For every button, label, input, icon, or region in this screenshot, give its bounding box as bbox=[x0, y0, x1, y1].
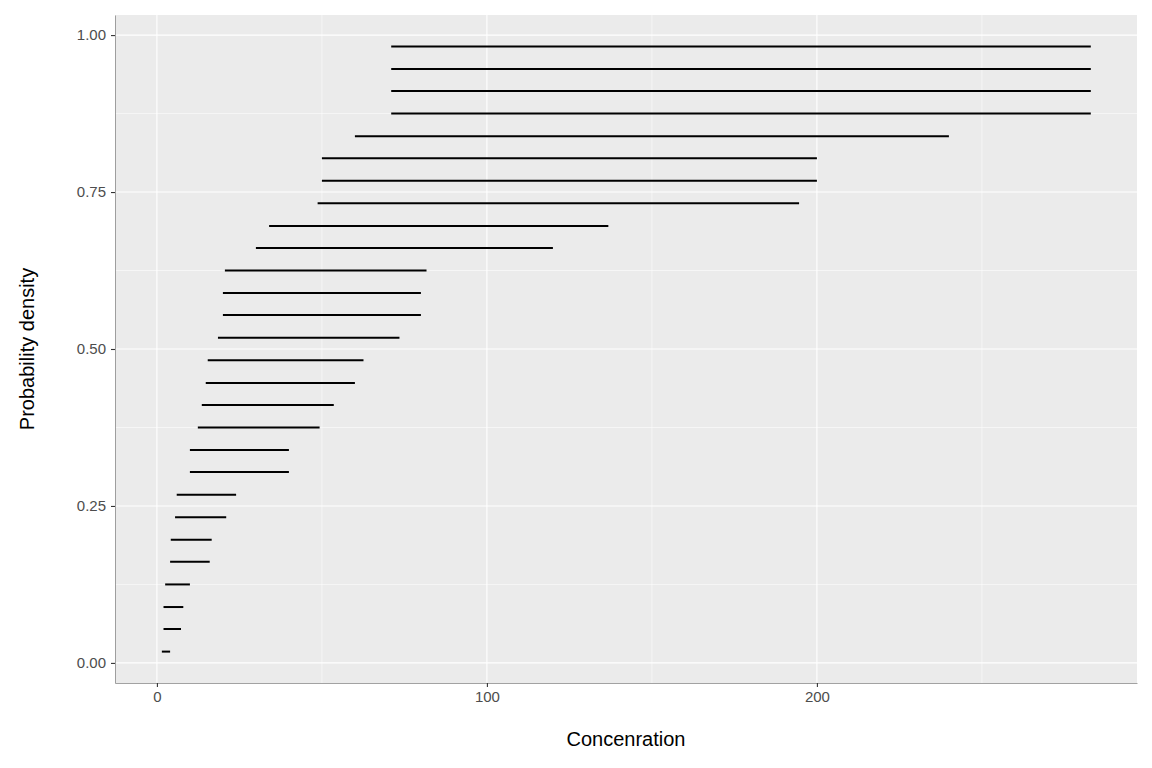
interval-segment bbox=[162, 651, 170, 653]
minor-grid-line bbox=[115, 427, 1137, 428]
interval-segment bbox=[223, 292, 421, 294]
tick-mark bbox=[157, 683, 158, 687]
tick: 0.00 bbox=[77, 654, 115, 671]
interval-segment bbox=[391, 113, 1091, 115]
chart: 0 100 200 0.00 0.25 0.50 0.75 1.00 Concenration P… bbox=[0, 0, 1152, 768]
interval-segment bbox=[202, 404, 334, 406]
tick-mark bbox=[817, 683, 818, 687]
tick-mark bbox=[111, 349, 115, 350]
marks bbox=[162, 46, 1091, 651]
minor-grid-line bbox=[115, 584, 1137, 585]
tick-label: 0.25 bbox=[77, 497, 106, 514]
interval-segment bbox=[391, 68, 1091, 70]
interval-segment bbox=[318, 202, 799, 204]
axis-line bbox=[115, 16, 116, 684]
tick-mark bbox=[111, 506, 115, 507]
interval-segment bbox=[171, 539, 212, 541]
tick: 1.00 bbox=[77, 26, 115, 43]
interval-segment bbox=[322, 180, 817, 182]
axis-line bbox=[116, 683, 1138, 684]
tick-mark bbox=[111, 192, 115, 193]
interval-segment bbox=[164, 606, 184, 608]
grid-line bbox=[115, 35, 1137, 36]
interval-segment bbox=[208, 359, 364, 361]
grid bbox=[115, 15, 1137, 683]
interval-segment bbox=[355, 135, 949, 137]
x-axis: 0 100 200 bbox=[116, 683, 1138, 705]
tick: 0.50 bbox=[77, 340, 115, 357]
y-axis: 0.00 0.25 0.50 0.75 1.00 bbox=[77, 16, 116, 684]
tick: 200 bbox=[805, 683, 830, 705]
tick: 0.75 bbox=[77, 183, 115, 200]
tick: 100 bbox=[475, 683, 500, 705]
interval-segment bbox=[165, 583, 190, 585]
x-axis-title: Concenration bbox=[567, 728, 686, 750]
tick-mark bbox=[487, 683, 488, 687]
tick-label: 0.75 bbox=[77, 183, 106, 200]
minor-grid-line bbox=[115, 113, 1137, 114]
minor-grid-line bbox=[115, 270, 1137, 271]
interval-segment bbox=[164, 628, 181, 630]
interval-segment bbox=[190, 449, 289, 451]
tick-label: 0.50 bbox=[77, 340, 106, 357]
grid-line bbox=[115, 505, 1137, 506]
interval-segment bbox=[198, 426, 320, 428]
tick: 0.25 bbox=[77, 497, 115, 514]
interval-segment bbox=[206, 382, 355, 384]
interval-segment bbox=[175, 516, 226, 518]
grid-line bbox=[115, 348, 1137, 349]
interval-segment bbox=[218, 337, 399, 339]
tick-mark bbox=[111, 35, 115, 36]
interval-segment bbox=[223, 314, 421, 316]
grid-line bbox=[115, 191, 1137, 192]
tick-label: 200 bbox=[805, 688, 830, 705]
tick-label: 0 bbox=[153, 688, 161, 705]
interval-segment bbox=[269, 225, 608, 227]
interval-segment bbox=[177, 494, 236, 496]
y-axis-title: Probability density bbox=[16, 268, 38, 430]
plot-panel bbox=[115, 15, 1137, 683]
interval-segment bbox=[256, 247, 553, 249]
interval-segment bbox=[391, 45, 1091, 47]
grid-line bbox=[115, 662, 1137, 663]
tick-mark bbox=[111, 663, 115, 664]
tick-label: 0.00 bbox=[77, 654, 106, 671]
interval-segment bbox=[190, 471, 289, 473]
tick-label: 100 bbox=[475, 688, 500, 705]
interval-segment bbox=[170, 561, 210, 563]
interval-segment bbox=[225, 270, 427, 272]
interval-segment bbox=[322, 157, 817, 159]
tick: 0 bbox=[153, 683, 161, 705]
tick-label: 1.00 bbox=[77, 26, 106, 43]
interval-segment bbox=[391, 90, 1091, 92]
